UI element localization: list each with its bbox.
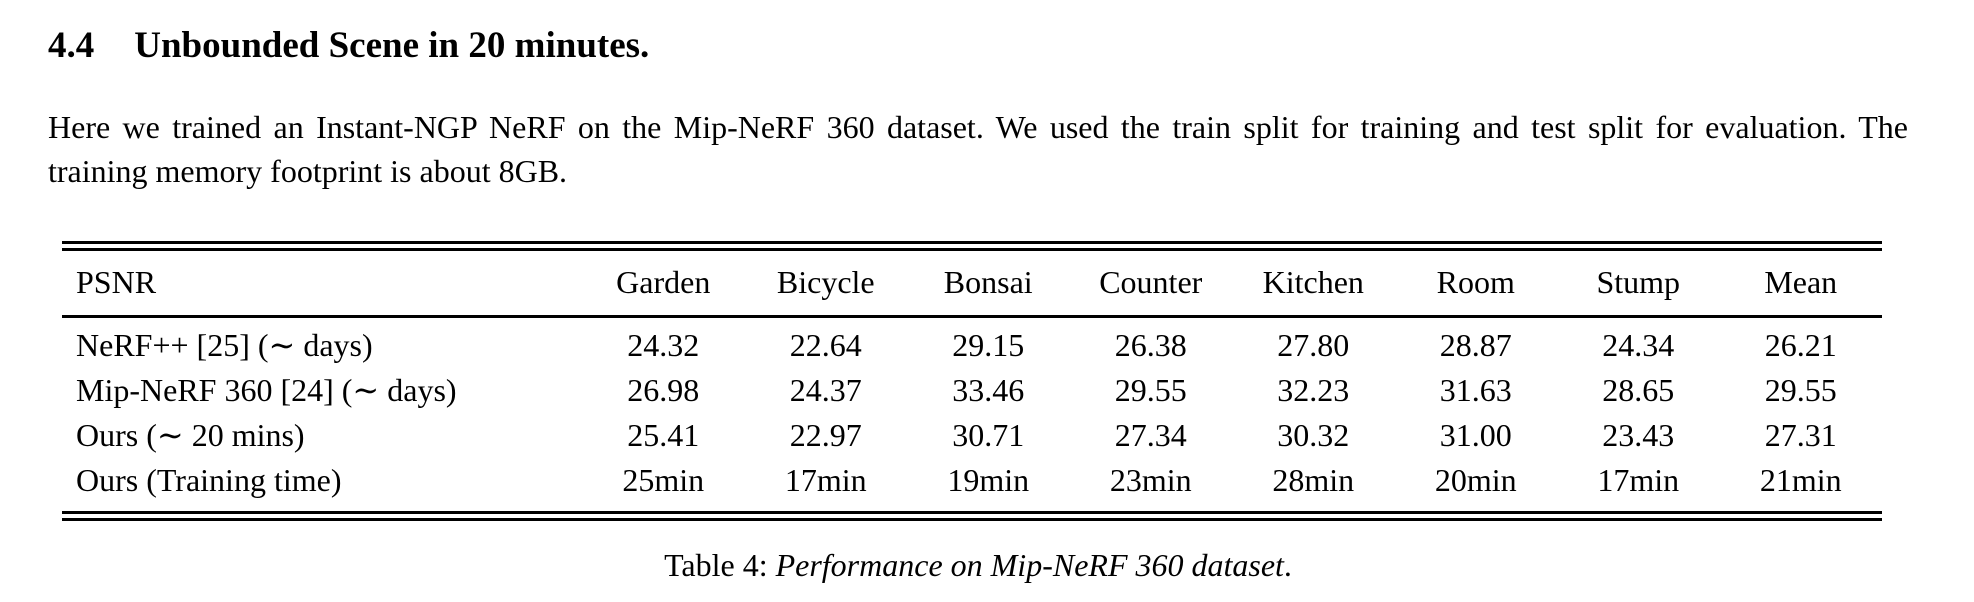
cell-value: 26.38 bbox=[1114, 327, 1187, 364]
cell-value: 27.80 bbox=[1277, 327, 1350, 364]
column-header: Stump bbox=[1596, 264, 1681, 301]
cell-value: 24.37 bbox=[789, 372, 862, 409]
cell-value: 28min bbox=[1272, 461, 1355, 498]
cell-value: 28.65 bbox=[1602, 372, 1675, 409]
cell-value: 17min bbox=[784, 461, 867, 498]
row-label: Mip-NeRF 360 [24] (∼ days) bbox=[76, 372, 457, 409]
cell-value: 27.31 bbox=[1764, 416, 1837, 453]
column-header: Bonsai bbox=[943, 264, 1033, 301]
body-paragraph: Here we trained an Instant-NGP NeRF on t… bbox=[48, 109, 1908, 189]
table-row: Ours (Training time) 25min 17min 19min 23min… bbox=[62, 458, 1882, 517]
row-label: Ours (∼ 20 mins) bbox=[76, 416, 305, 453]
column-header: Room bbox=[1436, 264, 1515, 301]
table-head: PSNR Garden Bicycle Bonsai Counter Kitchen Roo… bbox=[62, 246, 1882, 317]
cell-value: 27.34 bbox=[1114, 416, 1187, 453]
cell-value: 30.32 bbox=[1277, 416, 1350, 453]
cell-value: 30.71 bbox=[952, 416, 1025, 453]
cell-value: 20min bbox=[1434, 461, 1517, 498]
cell-value: 24.34 bbox=[1602, 327, 1675, 364]
cell-value: 29.15 bbox=[952, 327, 1025, 364]
cell-value: 23.43 bbox=[1602, 416, 1675, 453]
cell-value: 32.23 bbox=[1277, 372, 1350, 409]
cell-value: 17min bbox=[1597, 461, 1680, 498]
section-heading: 4.4 Unbounded Scene in 20 minutes. bbox=[48, 24, 1908, 68]
cell-value: 28.87 bbox=[1439, 327, 1512, 364]
table-body: NeRF++ [25] (∼ days) 24.32 22.64 29.15 26.38… bbox=[62, 317, 1882, 517]
row-label: NeRF++ [25] (∼ days) bbox=[76, 327, 373, 364]
cell-value: 33.46 bbox=[952, 372, 1025, 409]
caption-title: Performance on Mip-NeRF 360 dataset bbox=[775, 547, 1284, 584]
table-row: NeRF++ [25] (∼ days) 24.32 22.64 29.15 26.38… bbox=[62, 317, 1882, 368]
cell-value: 19min bbox=[947, 461, 1030, 498]
cell-value: 24.32 bbox=[627, 327, 700, 364]
cell-value: 29.55 bbox=[1114, 372, 1187, 409]
cell-value: 26.21 bbox=[1764, 327, 1837, 364]
cell-value: 21min bbox=[1759, 461, 1842, 498]
cell-value: 31.00 bbox=[1439, 416, 1512, 453]
section-title: Unbounded Scene in 20 minutes. bbox=[134, 25, 650, 66]
column-header: Mean bbox=[1764, 264, 1838, 301]
results-table: PSNR Garden Bicycle Bonsai Counter Kitchen Roo… bbox=[62, 241, 1882, 522]
row-label: Ours (Training time) bbox=[76, 461, 342, 498]
cell-value: 23min bbox=[1109, 461, 1192, 498]
caption-label: Table 4: bbox=[664, 547, 776, 584]
table-header-row: PSNR Garden Bicycle Bonsai Counter Kitchen Roo… bbox=[62, 246, 1882, 317]
cell-value: 26.98 bbox=[627, 372, 700, 409]
cell-value: 29.55 bbox=[1764, 372, 1837, 409]
caption-period: . bbox=[1283, 547, 1292, 584]
table-row: Ours (∼ 20 mins) 25.41 22.97 30.71 27.34 30.3… bbox=[62, 413, 1882, 458]
column-header: Kitchen bbox=[1262, 264, 1364, 301]
cell-value: 25min bbox=[622, 461, 705, 498]
column-header: Counter bbox=[1099, 264, 1203, 301]
cell-value: 25.41 bbox=[627, 416, 700, 453]
table-row: Mip-NeRF 360 [24] (∼ days) 26.98 24.37 33.4… bbox=[62, 368, 1882, 413]
column-header-metric: PSNR bbox=[76, 264, 157, 301]
column-header: Bicycle bbox=[776, 264, 875, 301]
cell-value: 31.63 bbox=[1439, 372, 1512, 409]
cell-value: 22.97 bbox=[789, 416, 862, 453]
cell-value: 22.64 bbox=[789, 327, 862, 364]
table-caption: Table 4: Performance on Mip-NeRF 360 dat… bbox=[48, 547, 1908, 584]
column-header: Garden bbox=[616, 264, 711, 301]
section-number: 4.4 bbox=[48, 25, 95, 66]
